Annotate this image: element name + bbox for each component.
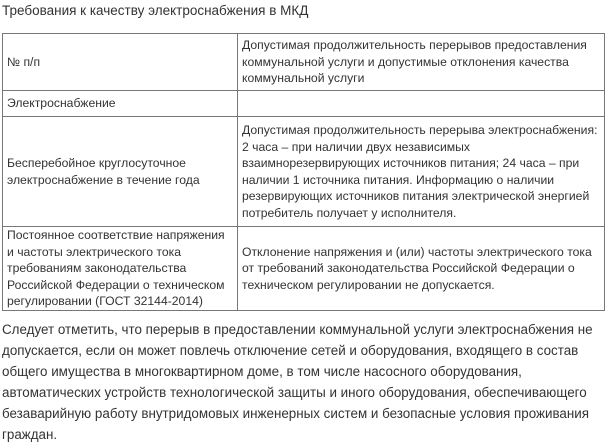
cell-line: № п/п [7,54,41,69]
paragraph-line: безаварийную работу внутридомовых инжене… [2,406,589,421]
table-row: Постоянное соответствие напряжения и част… [2,226,605,311]
cell-line: Допустимая продолжительность перерыва эл… [242,123,598,137]
table-cell: Бесперебойное круглосуточное электроснабж… [2,116,238,227]
table-cell: № п/п [2,33,238,91]
cell-line: требованиям законодательства [7,261,187,275]
cell-line: взаимнорезервирующих источников питания;… [242,156,580,170]
paragraph-line: автоматических устройств технологической… [2,385,587,400]
cell-line: электроснабжение в течение года [7,172,200,187]
table-cell: Электроснабжение [2,90,238,117]
cell-line: наличии 1 источника питания. Информацию … [242,172,555,187]
cell-line: от требований законодательства Российско… [242,261,575,275]
cell-line: техническом регулировании не допускается… [242,277,495,292]
cell-line: Отклонение напряжения и (или) частоты эл… [242,244,592,259]
cell-line: регулировании (ГОСТ 32144-2014) [7,294,203,308]
cell-line: резервирующих источников питания электри… [242,189,590,203]
cell-line: Допустимая продолжительность перерывов п… [242,38,587,53]
paragraph-line: общего имущества в многоквартирном доме,… [2,364,522,379]
cell-line: Электроснабжение [7,96,116,111]
title: Требования к качеству электроснабжения в… [2,3,309,18]
paragraph-line: Следует отметить, что перерыв в предоста… [2,322,593,337]
cell-line: коммунальной услуги [242,71,365,86]
cell-line: потребитель получает у исполнителя. [242,205,457,220]
table-cell: Допустимая продолжительность перерывов п… [237,33,605,91]
cell-line: 2 часа – при наличии двух независимых [242,139,470,154]
paragraph-line: граждан. [2,427,58,442]
cell-line: Постоянное соответствие напряжения [7,228,225,242]
paragraph: Следует отметить, что перерыв в предоста… [2,319,610,445]
paragraph-line: допускается, если он может повлечь отклю… [2,343,579,358]
cell-line: Российской Федерации о техническом [7,277,225,292]
table-row: Бесперебойное круглосуточное электроснабж… [2,116,605,227]
cell-line: Бесперебойное круглосуточное [7,156,186,170]
table-row: Электроснабжение [2,90,605,117]
cell-line: коммунальной услуги и допустимые отклоне… [242,54,569,69]
table-cell: Допустимая продолжительность перерыва эл… [237,116,605,227]
table-cell [237,90,605,117]
table-cell: Отклонение напряжения и (или) частоты эл… [237,226,605,311]
table-row: № п/п Допустимая продолжительность переры… [2,33,605,91]
table-cell: Постоянное соответствие напряжения и част… [2,226,238,311]
table: № п/п Допустимая продолжительность переры… [2,33,605,311]
cell-line: и частоты электрического тока [7,244,181,259]
